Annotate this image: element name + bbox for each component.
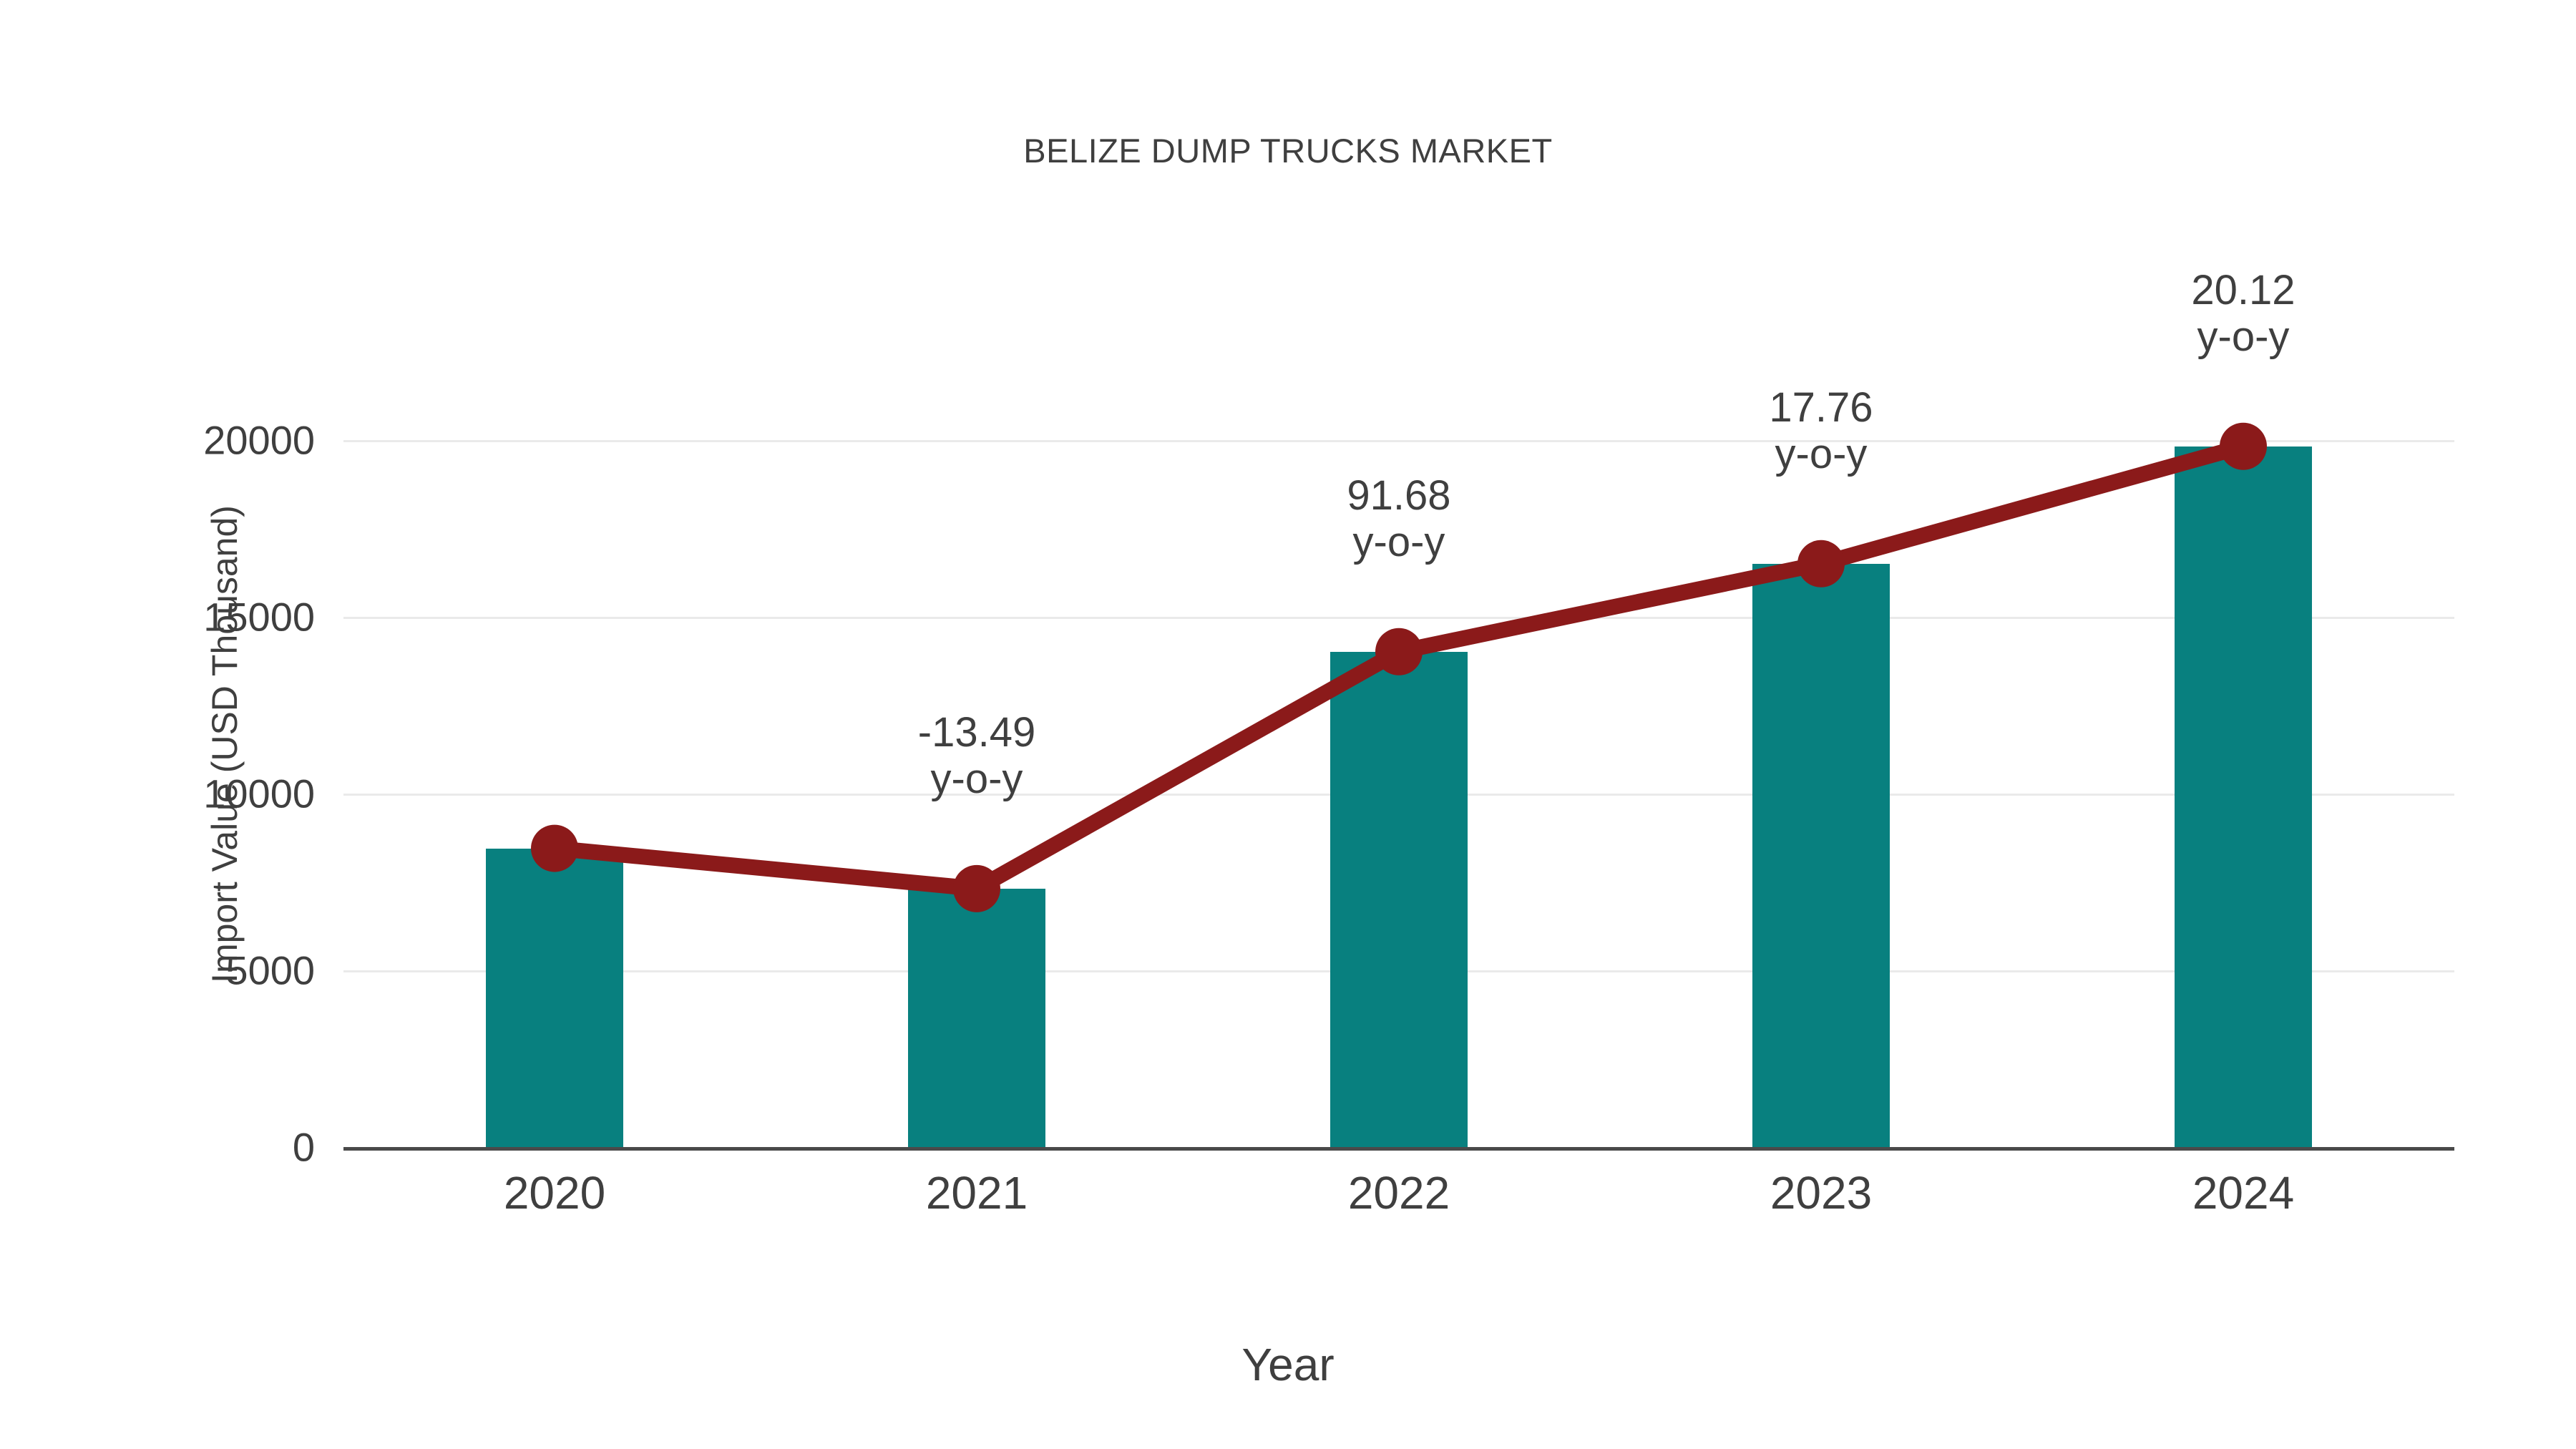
- bar[interactable]: [1330, 651, 1468, 1147]
- yoy-annotation: 17.76 y-o-y: [1635, 384, 2007, 478]
- x-axis-tick-label: 2023: [1770, 1167, 1873, 1219]
- gridline: [343, 440, 2454, 442]
- x-axis-tick-label: 2020: [503, 1167, 606, 1219]
- yoy-unit: y-o-y: [1775, 430, 1868, 477]
- yoy-unit: y-o-y: [1352, 518, 1445, 565]
- yoy-unit: y-o-y: [2197, 313, 2290, 360]
- x-axis-tick-label: 2022: [1347, 1167, 1450, 1219]
- yoy-value: 17.76: [1769, 384, 1873, 431]
- x-axis-title: Year: [1241, 1339, 1335, 1390]
- x-axis-tick-label: 2021: [925, 1167, 1028, 1219]
- yoy-value: 20.12: [2191, 266, 2296, 313]
- gridline: [343, 617, 2454, 619]
- y-axis-tick-label: 10000: [203, 771, 315, 816]
- yoy-value: 91.68: [1347, 472, 1451, 519]
- bar[interactable]: [1752, 563, 1890, 1147]
- y-axis-title-container: Import Value (USD Thousand): [0, 386, 245, 1102]
- x-axis-tick-label: 2024: [2192, 1167, 2295, 1219]
- yoy-annotation: 20.12 y-o-y: [2057, 266, 2429, 361]
- chart-title: BELIZE DUMP TRUCKS MARKET: [1023, 132, 1553, 170]
- bar[interactable]: [2175, 446, 2312, 1147]
- y-axis-tick-label: 5000: [225, 947, 315, 993]
- yoy-annotation: 91.68 y-o-y: [1213, 472, 1585, 566]
- y-axis-tick-label: 15000: [203, 594, 315, 640]
- yoy-value: -13.49: [917, 708, 1036, 756]
- yoy-unit: y-o-y: [930, 755, 1023, 802]
- y-axis-title: Import Value (USD Thousand): [204, 505, 245, 983]
- y-axis-tick-label: 20000: [203, 417, 315, 463]
- yoy-annotation: -13.49 y-o-y: [791, 708, 1163, 803]
- bar[interactable]: [486, 848, 623, 1147]
- y-axis-tick-label: 0: [292, 1124, 315, 1170]
- x-axis-line: [343, 1147, 2454, 1151]
- bar[interactable]: [908, 888, 1045, 1147]
